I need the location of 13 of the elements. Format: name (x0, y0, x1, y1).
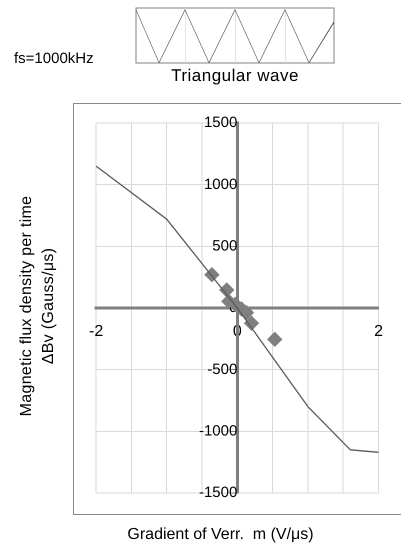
text: Triangular wave (170, 66, 300, 86)
x-axis-title: Gradient of Verr. m (V/μs) (126, 526, 315, 544)
y-tick-label: 500 (212, 237, 238, 254)
y-tick-label: -1500 (198, 484, 238, 502)
y-tick-label: -1000 (198, 422, 238, 440)
y-tick-label: 1500 (204, 114, 238, 132)
point (267, 332, 282, 347)
y-axis-title: Magnetic flux density per time ΔBv (Gauss/μs) (17, 194, 58, 418)
x-tick-label: 2 (374, 323, 384, 340)
text: fs=1000kHz (14, 50, 94, 67)
x-tick-label: -2 (88, 323, 104, 340)
y-tick-label: -500 (207, 360, 238, 378)
y-tick-label: 1000 (204, 176, 238, 193)
